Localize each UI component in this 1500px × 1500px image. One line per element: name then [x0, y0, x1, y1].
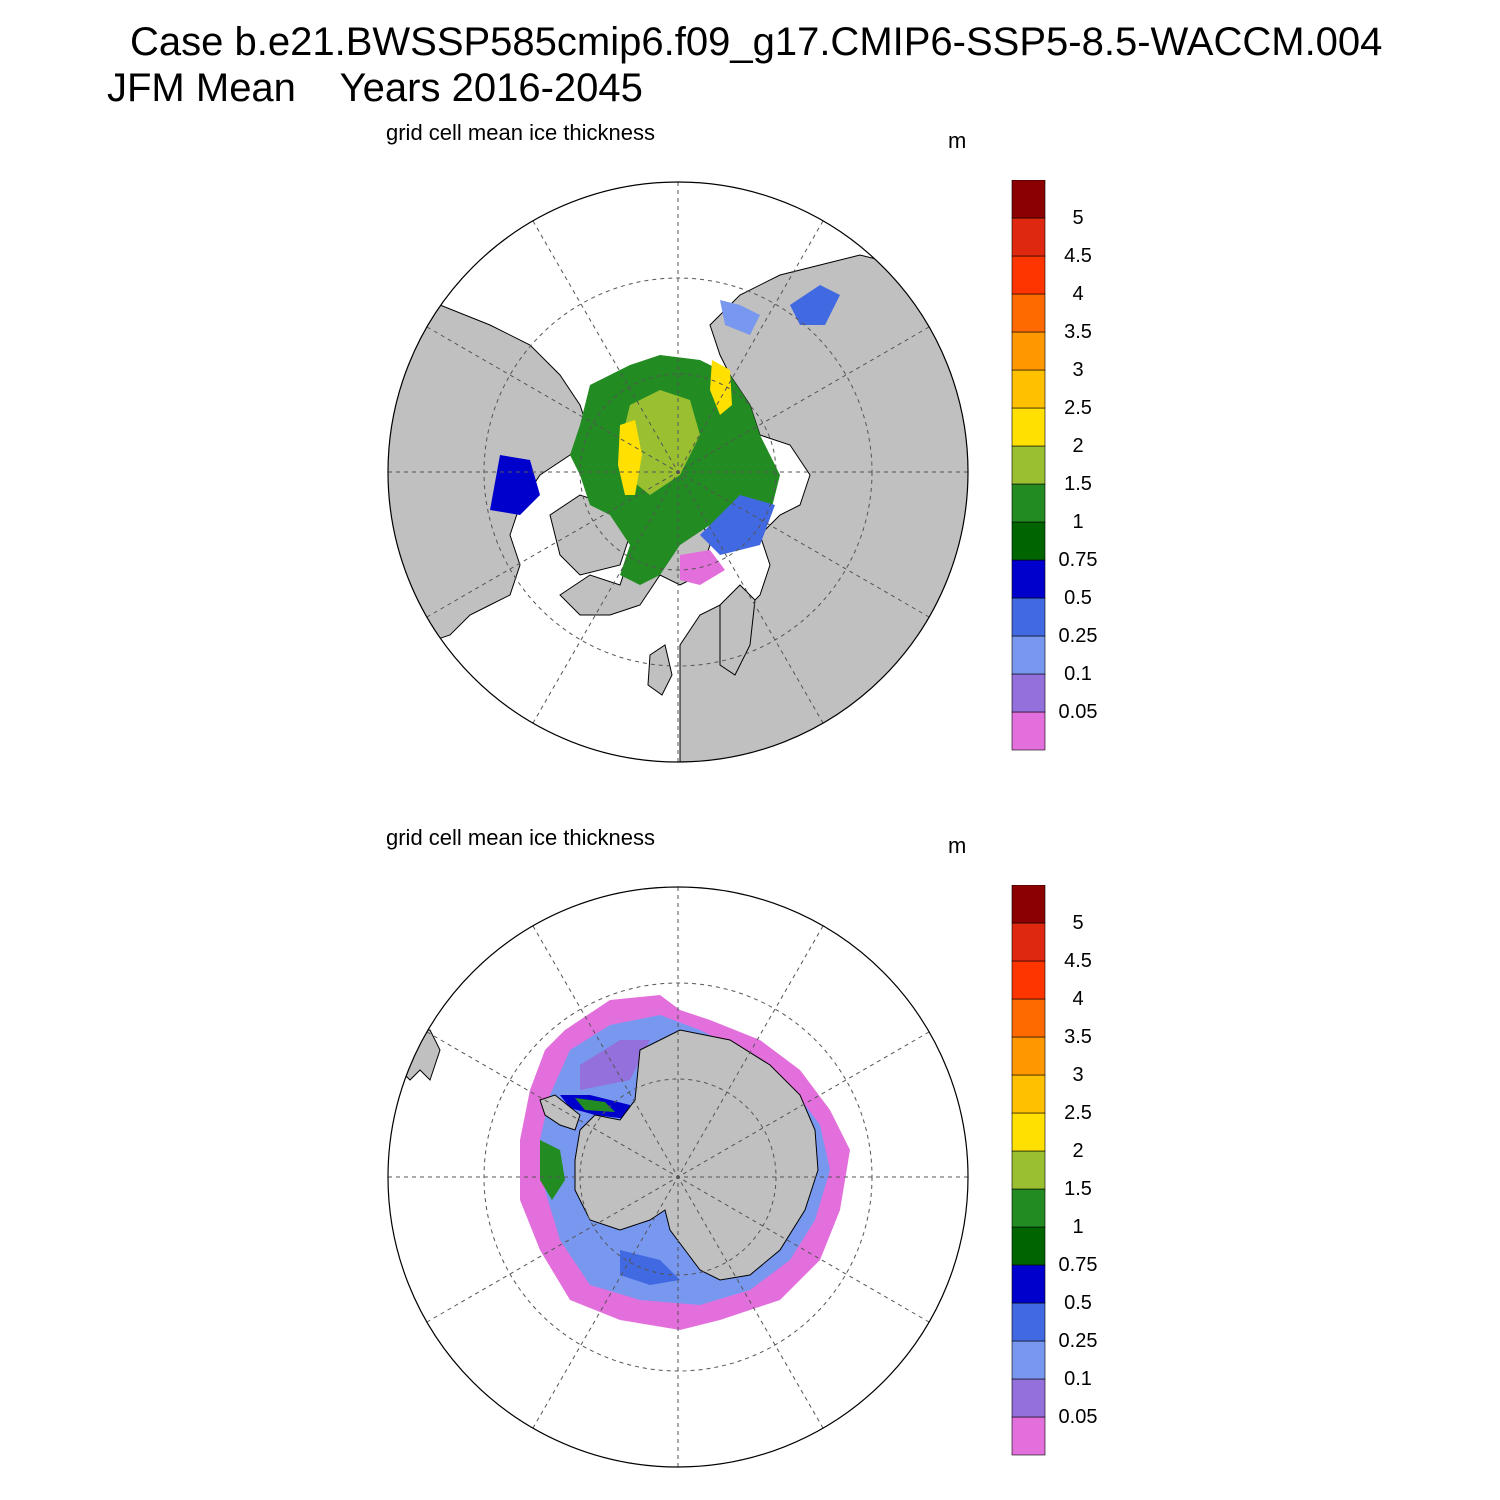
- colorbar-tick-label: 2.5: [1064, 1102, 1092, 1124]
- colorbar-swatch: [1011, 180, 1046, 219]
- colorbar-tick-label: 1: [1072, 511, 1083, 533]
- colorbar-swatch: [1011, 885, 1046, 924]
- colorbar-tick-label: 5: [1072, 912, 1083, 934]
- panel-units-label: m: [948, 128, 967, 153]
- colorbar-tick-label: 0.5: [1064, 1292, 1092, 1314]
- colorbar-north: 0.05 0.1 0.25 0.5 0.75 1 1.5 2 2.5 3 3.5 4 4.5 5: [1011, 180, 1098, 751]
- colorbar-swatch: [1011, 711, 1046, 751]
- panel-variable-label: grid cell mean ice thickness: [386, 120, 656, 145]
- colorbar-tick-label: 0.1: [1064, 663, 1092, 685]
- colorbar-tick-label: 0.5: [1064, 587, 1092, 609]
- colorbar-tick-label: 2: [1072, 1140, 1083, 1162]
- colorbar-swatch: [1011, 1074, 1046, 1114]
- colorbar-swatch: [1011, 597, 1046, 637]
- south-polar-map: [387, 886, 969, 1468]
- colorbar-swatch: [1011, 559, 1046, 599]
- colorbar-tick-label: 1: [1072, 1216, 1083, 1238]
- graticule: [388, 182, 968, 762]
- colorbar-tick-label: 0.25: [1059, 625, 1098, 647]
- colorbar-swatch: [1011, 673, 1046, 713]
- colorbar-swatch: [1011, 483, 1046, 523]
- colorbar-swatch: [1011, 1150, 1046, 1190]
- colorbar-swatch: [1011, 407, 1046, 447]
- colorbar-swatch: [1011, 922, 1046, 962]
- colorbar-swatch: [1011, 521, 1046, 561]
- colorbar-swatch: [1011, 1378, 1046, 1418]
- colorbar-swatch: [1011, 331, 1046, 371]
- colorbar-swatch: [1011, 369, 1046, 409]
- colorbar-tick-label: 2: [1072, 435, 1083, 457]
- colorbar-tick-label: 4.5: [1064, 245, 1092, 267]
- colorbar-swatch: [1011, 1188, 1046, 1228]
- map-border: [387, 886, 969, 1468]
- colorbar-south: 0.05 0.1 0.25 0.5 0.75 1 1.5 2 2.5 3 3.5 4 4.5 5: [1011, 885, 1098, 1456]
- colorbar-tick-label: 0.25: [1059, 1330, 1098, 1352]
- colorbar-swatch: [1011, 445, 1046, 485]
- colorbar-swatch: [1011, 1264, 1046, 1304]
- colorbar-swatch: [1011, 255, 1046, 295]
- colorbar-tick-label: 0.75: [1059, 1254, 1098, 1276]
- colorbar-tick-label: 2.5: [1064, 397, 1092, 419]
- colorbar-tick-label: 1.5: [1064, 473, 1092, 495]
- colorbar-tick-label: 3: [1072, 1064, 1083, 1086]
- colorbar-tick-label: 0.05: [1059, 701, 1098, 723]
- plot-title-case: Case b.e21.BWSSP585cmip6.f09_g17.CMIP6-S…: [130, 20, 1383, 64]
- colorbar-swatch: [1011, 1302, 1046, 1342]
- colorbar-swatch: [1011, 1112, 1046, 1152]
- colorbar-tick-label: 4: [1072, 283, 1083, 305]
- colorbar-tick-label: 1.5: [1064, 1178, 1092, 1200]
- north-polar-map: [387, 181, 969, 763]
- colorbar-tick-label: 0.1: [1064, 1368, 1092, 1390]
- panel-variable-label: grid cell mean ice thickness: [386, 825, 656, 850]
- colorbar-swatch: [1011, 1036, 1046, 1076]
- panel-units-label: m: [948, 833, 967, 858]
- graticule: [388, 887, 968, 1467]
- colorbar-tick-label: 0.05: [1059, 1406, 1098, 1428]
- panel-north: grid cell mean ice thickness m: [0, 0, 1500, 763]
- colorbar-tick-label: 3.5: [1064, 321, 1092, 343]
- colorbar-tick-label: 4: [1072, 988, 1083, 1010]
- colorbar-swatch: [1011, 217, 1046, 257]
- sea-ice-field: [490, 285, 840, 585]
- colorbar-tick-label: 3: [1072, 359, 1083, 381]
- colorbar-swatch: [1011, 1340, 1046, 1380]
- colorbar-swatch: [1011, 1226, 1046, 1266]
- colorbar-swatch: [1011, 1416, 1046, 1456]
- map-border: [387, 181, 969, 763]
- colorbar-swatch: [1011, 998, 1046, 1038]
- colorbar-swatch: [1011, 635, 1046, 675]
- colorbar-tick-label: 4.5: [1064, 950, 1092, 972]
- colorbar-tick-label: 5: [1072, 207, 1083, 229]
- colorbar-tick-label: 3.5: [1064, 1026, 1092, 1048]
- colorbar-swatch: [1011, 960, 1046, 1000]
- plot-title-period: JFM Mean Years 2016-2045: [107, 66, 643, 110]
- colorbar-swatch: [1011, 293, 1046, 333]
- colorbar-tick-label: 0.75: [1059, 549, 1098, 571]
- panel-south: grid cell mean ice thickness m: [0, 705, 1500, 1468]
